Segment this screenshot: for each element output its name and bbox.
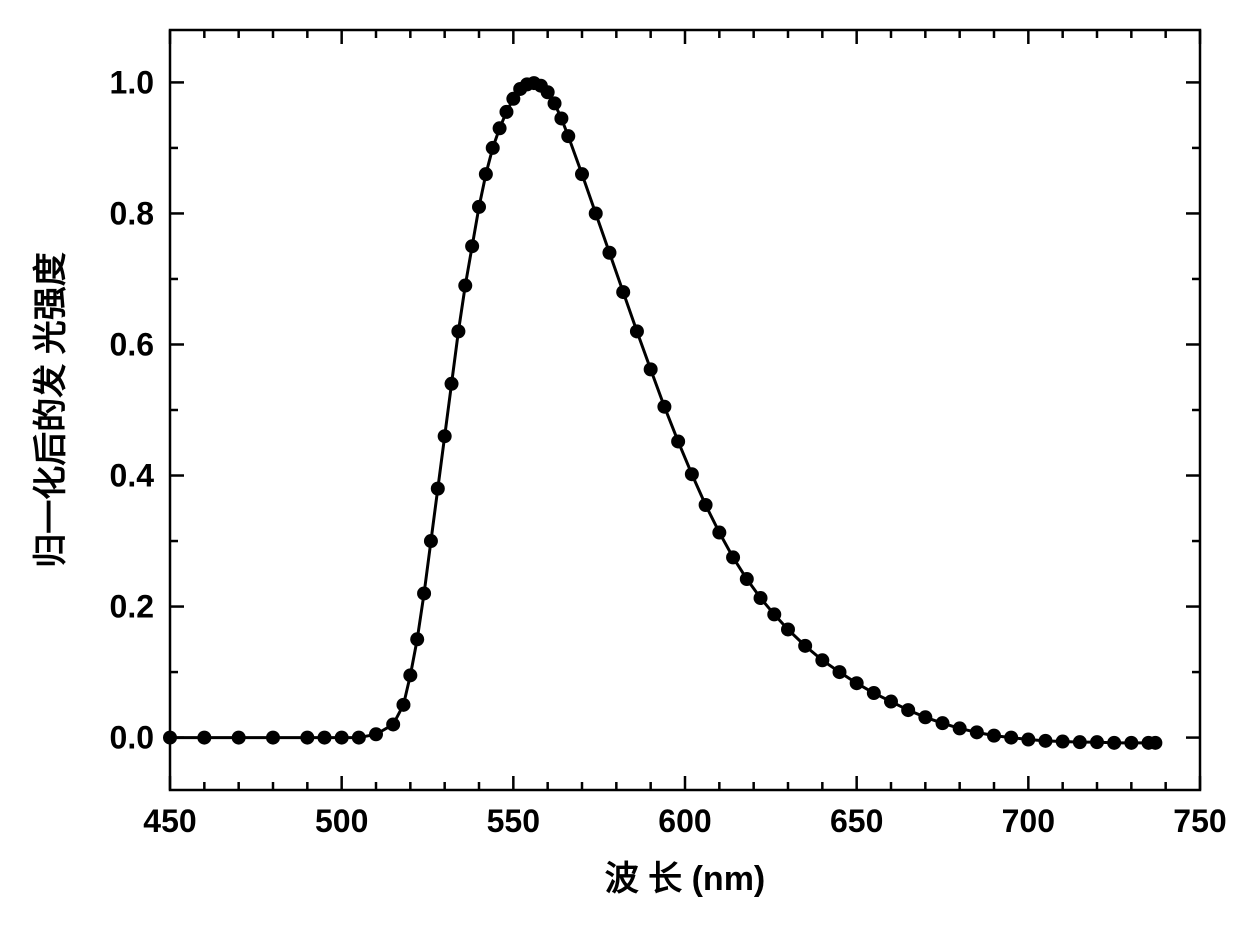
series-marker xyxy=(465,239,479,253)
series-marker xyxy=(699,498,713,512)
series-marker xyxy=(554,111,568,125)
series-marker xyxy=(431,482,445,496)
spectrum-chart: 450 500 550 600 650 700 750 0.0 0.2 0.4 0.6 0.8 1.0 波… xyxy=(0,0,1240,934)
series-marker xyxy=(936,716,950,730)
y-tick-label: 0.8 xyxy=(110,195,154,231)
series-marker xyxy=(644,362,658,376)
series-marker xyxy=(1107,736,1121,750)
series-marker xyxy=(657,400,671,414)
series-marker xyxy=(424,534,438,548)
series-marker xyxy=(486,141,500,155)
x-tick-label: 500 xyxy=(315,803,368,839)
series-marker xyxy=(754,591,768,605)
series-marker xyxy=(602,246,616,260)
series-marker xyxy=(438,429,452,443)
series-marker xyxy=(767,607,781,621)
series-marker xyxy=(901,703,915,717)
x-tick-label: 750 xyxy=(1173,803,1226,839)
chart-svg: 450 500 550 600 650 700 750 0.0 0.2 0.4 0.6 0.8 1.0 波… xyxy=(0,0,1240,934)
series-marker xyxy=(403,668,417,682)
series-marker xyxy=(369,727,383,741)
y-tick-label: 0.0 xyxy=(110,720,154,756)
series-marker xyxy=(417,586,431,600)
series-marker xyxy=(1124,736,1138,750)
series-marker xyxy=(671,434,685,448)
x-tick-label: 600 xyxy=(658,803,711,839)
series-marker xyxy=(197,731,211,745)
series-marker xyxy=(451,324,465,338)
series-marker xyxy=(548,96,562,110)
series-marker xyxy=(410,632,424,646)
series-marker xyxy=(561,129,575,143)
series-marker xyxy=(386,717,400,731)
series-marker xyxy=(850,676,864,690)
series-marker xyxy=(1039,734,1053,748)
series-marker xyxy=(712,526,726,540)
series-marker xyxy=(396,698,410,712)
series-marker xyxy=(335,731,349,745)
series-marker xyxy=(493,121,507,135)
series-marker xyxy=(232,731,246,745)
series-marker xyxy=(445,377,459,391)
series-marker xyxy=(781,622,795,636)
series-marker xyxy=(589,206,603,220)
series-marker xyxy=(1090,735,1104,749)
series-marker xyxy=(630,324,644,338)
series-marker xyxy=(798,639,812,653)
series-marker xyxy=(833,665,847,679)
x-axis-label: 波 长 (nm) xyxy=(605,860,766,898)
series-marker xyxy=(352,731,366,745)
series-marker xyxy=(970,725,984,739)
series-marker xyxy=(953,721,967,735)
series-marker xyxy=(740,572,754,586)
series-marker xyxy=(884,695,898,709)
y-tick-label: 0.6 xyxy=(110,326,154,362)
series-marker xyxy=(1021,733,1035,747)
series-marker xyxy=(1073,735,1087,749)
series-marker xyxy=(472,200,486,214)
series-marker xyxy=(726,550,740,564)
series-marker xyxy=(685,467,699,481)
series-marker xyxy=(479,167,493,181)
x-tick-label: 650 xyxy=(830,803,883,839)
x-tick-label: 450 xyxy=(143,803,196,839)
series-marker xyxy=(616,285,630,299)
x-tick-label: 550 xyxy=(487,803,540,839)
series-marker xyxy=(318,731,332,745)
series-marker xyxy=(575,167,589,181)
series-marker xyxy=(300,731,314,745)
x-tick-label: 700 xyxy=(1002,803,1055,839)
series-marker xyxy=(1148,736,1162,750)
series-marker xyxy=(918,710,932,724)
y-axis-label: 归一化后的发 光强度 xyxy=(32,252,70,567)
series-marker xyxy=(815,653,829,667)
series-marker xyxy=(499,105,513,119)
series-marker xyxy=(867,686,881,700)
series-marker xyxy=(1056,735,1070,749)
series-marker xyxy=(266,731,280,745)
series-marker xyxy=(987,729,1001,743)
series-marker xyxy=(458,279,472,293)
y-tick-label: 0.2 xyxy=(110,589,154,625)
y-tick-label: 1.0 xyxy=(110,64,154,100)
y-tick-label: 0.4 xyxy=(110,458,155,494)
series-marker xyxy=(1004,731,1018,745)
